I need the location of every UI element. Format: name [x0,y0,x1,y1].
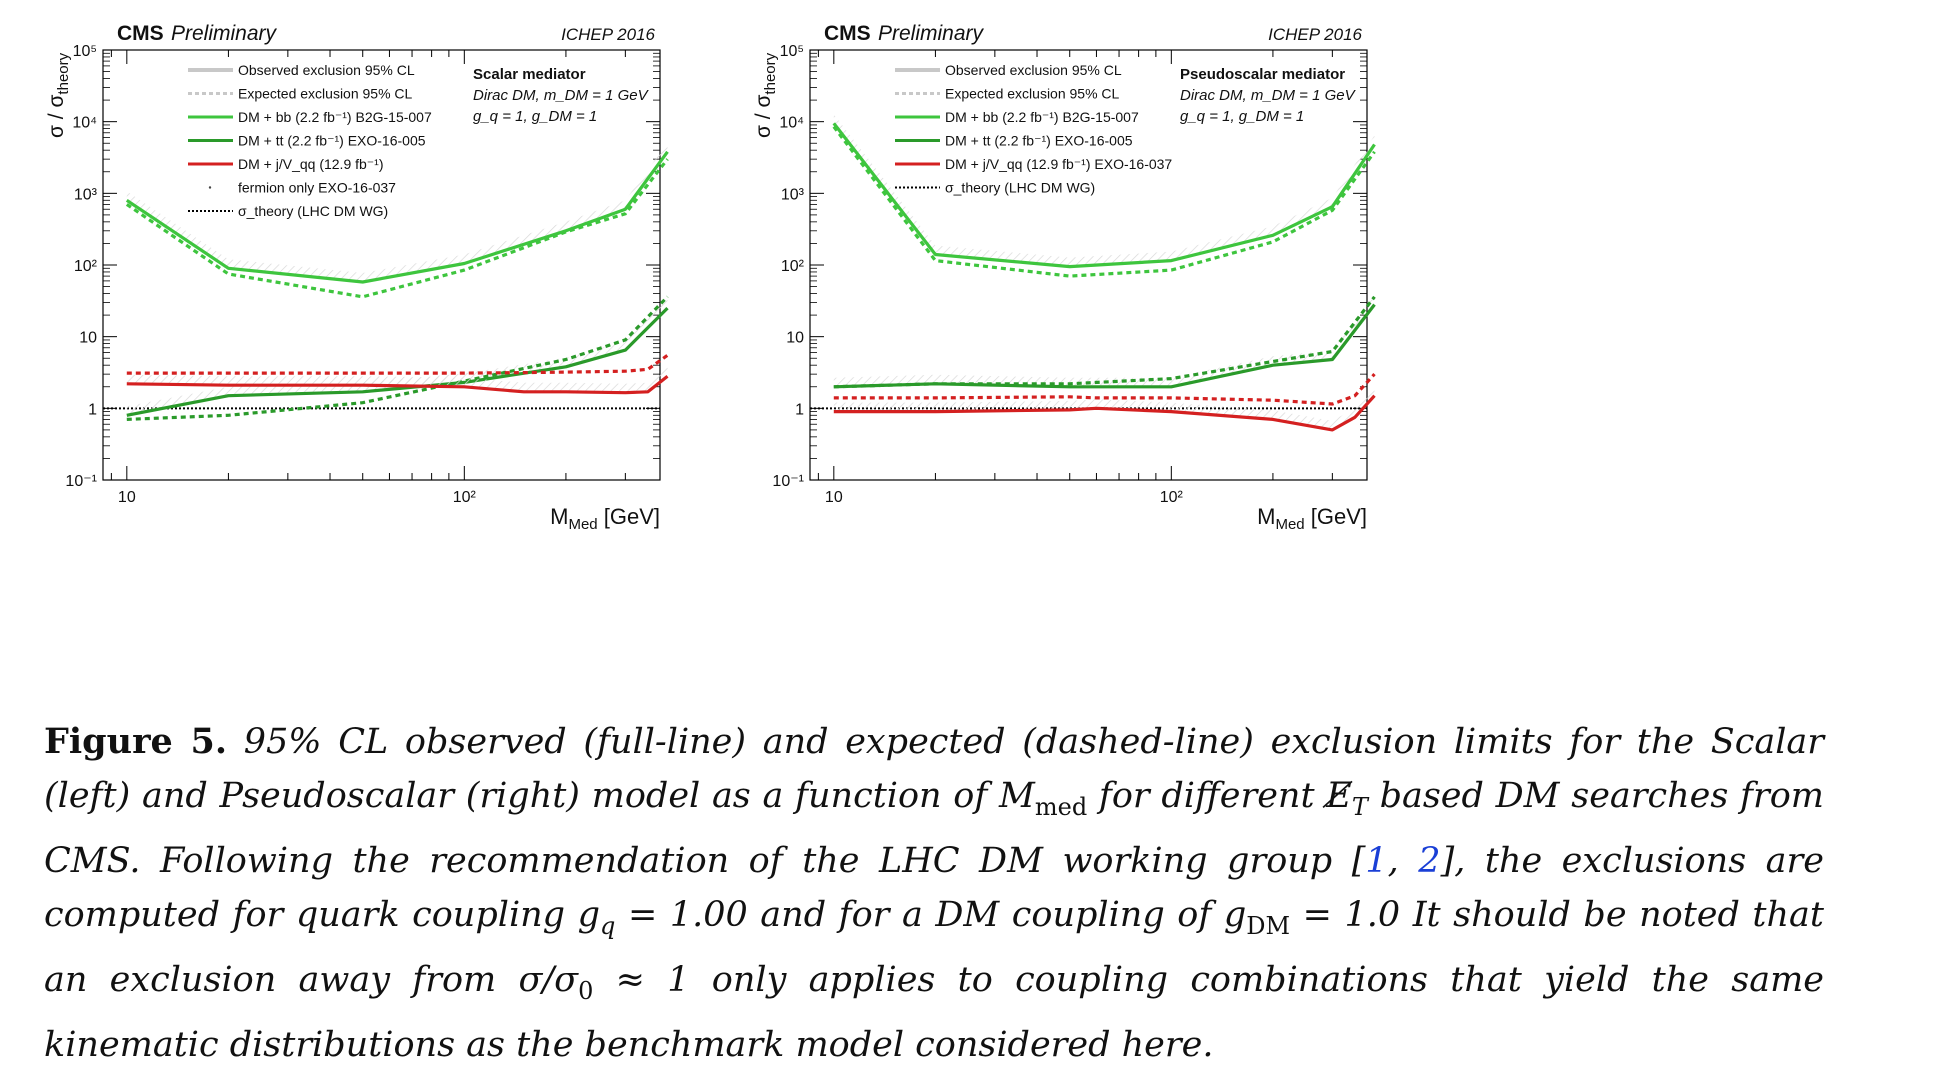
legend-label: DM + tt (2.2 fb⁻¹) EXO-16-005 [238,133,426,149]
legend-label: DM + j/V_qq (12.9 fb⁻¹) [238,156,384,172]
y-tick-label: 10⁴ [72,115,97,132]
series-expected-line [833,295,1376,389]
cms-label: CMS [824,22,871,45]
series-expected-line [833,373,1376,406]
info-text: Dirac DM, m_DM = 1 GeV [473,87,650,104]
legend-label: DM + j/V_qq (12.9 fb⁻¹) EXO-16-037 [945,156,1172,172]
series-observed-line [126,306,669,417]
y-tick-label: 10⁵ [780,43,804,60]
caption-sub-0: 0 [578,977,594,1005]
caption-met-sub: T [1351,793,1368,821]
y-tick-label: 10³ [781,186,805,203]
caption-text-1: 95% CL observed (full-line) and expected… [44,722,1824,816]
hatch-band [833,295,1375,387]
series-observed-line [833,303,1376,389]
figure-caption: Figure 5. 95% CL observed (full-line) an… [44,715,1824,1072]
y-tick-label: 10⁻¹ [65,473,97,490]
citation-separator: , [1387,841,1419,881]
series-observed-line [833,394,1376,432]
y-tick-label: 1 [88,401,97,418]
info-text: Dirac DM, m_DM = 1 GeV [1180,87,1357,104]
x-tick-label: 10 [825,489,843,506]
conference-label: ICHEP 2016 [561,25,655,44]
series-expected-line [126,353,669,375]
citation-link-2[interactable]: 2 [1418,841,1441,881]
caption-met: E̸ [1326,776,1352,816]
y-tick-label: 10² [781,258,805,275]
preliminary-label: Preliminary [878,22,985,45]
series-expected-line [832,125,1376,278]
x-tick-label: 10² [1160,489,1184,506]
series-observed-line [125,150,669,284]
series-expected-line [126,295,669,421]
hatch-band [126,367,668,393]
conference-label: ICHEP 2016 [1268,25,1362,44]
caption-sub-med: med [1034,793,1088,821]
legend-label: fermion only EXO-16-037 [238,180,396,196]
info-text: g_q = 1, g_DM = 1 [1180,108,1304,125]
chart-panel-scalar: 10⁻¹ 1 10 10² 10³ 10⁴ 10⁵ 10 10² MMed [GeV] σ / σt… [45,22,669,533]
info-text: Scalar mediator [473,66,586,83]
legend-label: DM + bb (2.2 fb⁻¹) B2G-15-007 [238,109,432,125]
y-tick-label: 10³ [74,186,98,203]
x-axis-title: MMed [GeV] [550,504,660,533]
legend-label: Observed exclusion 95% CL [945,62,1122,78]
info-text: g_q = 1, g_DM = 1 [473,108,597,125]
x-axis-title: MMed [GeV] [1257,504,1367,533]
y-tick-label: 10 [786,330,804,347]
chart-panel-pseudoscalar: 10⁻¹ 1 10 10² 10³ 10⁴ 10⁵ 10 10² MMed [GeV] σ / σt… [752,22,1376,533]
caption-text-2: for different [1098,776,1315,816]
caption-text-7: ≈ 1 only applies to coupling combination… [44,960,1824,1065]
legend-label: Expected exclusion 95% CL [238,86,413,102]
cms-label: CMS [117,22,164,45]
series-observed-line [126,375,669,395]
x-tick-label: 10² [453,489,477,506]
hatch-band [126,299,668,416]
legend-label: σ_theory (LHC DM WG) [945,180,1095,196]
y-axis-title-text: σ / σtheory [752,52,779,138]
series-observed-line [832,122,1376,269]
y-tick-label: 10⁴ [779,115,804,132]
legend-label: Observed exclusion 95% CL [238,62,415,78]
y-tick-label: 1 [795,401,804,418]
y-tick-label: 10 [79,330,97,347]
caption-text-6: = 1.0 It should be noted that an exclusi… [44,895,1824,1000]
legend-label: DM + bb (2.2 fb⁻¹) B2G-15-007 [945,109,1139,125]
legend-label: σ_theory (LHC DM WG) [238,203,388,219]
legend-label: DM + tt (2.2 fb⁻¹) EXO-16-005 [945,133,1133,149]
caption-sub-q: q [600,912,616,940]
x-tick-label: 10 [118,489,136,506]
caption-label: Figure 5. [44,721,228,762]
y-axis-title: σ / σtheory [45,52,72,138]
series-expected-line [125,158,669,299]
info-text: Pseudoscalar mediator [1180,66,1345,83]
caption-sub-dm: DM [1246,912,1291,940]
legend-symbol [208,186,212,189]
caption-text-5: = 1.00 and for a DM coupling of g [627,895,1247,935]
figure-canvas: 10⁻¹ 1 10 10² 10³ 10⁴ 10⁵ 10 10² MMed [GeV] σ / σt… [45,22,1376,533]
figure: 10⁻¹ 1 10 10² 10³ 10⁴ 10⁵ 10 10² MMed [GeV] σ / σt… [45,22,1376,533]
y-axis-title: σ / σtheory [752,52,779,138]
y-axis-title-text: σ / σtheory [45,52,72,138]
y-tick-label: 10⁵ [73,43,97,60]
caption-text-4: ], the exclusions are computed for quark… [44,841,1824,935]
citation-link-1[interactable]: 1 [1365,841,1388,881]
y-tick-label: 10⁻¹ [772,473,804,490]
legend-label: Expected exclusion 95% CL [945,86,1120,102]
y-tick-label: 10² [74,258,98,275]
caption-text-3: based DM searches from CMS. Following th… [44,776,1824,881]
preliminary-label: Preliminary [171,22,278,45]
